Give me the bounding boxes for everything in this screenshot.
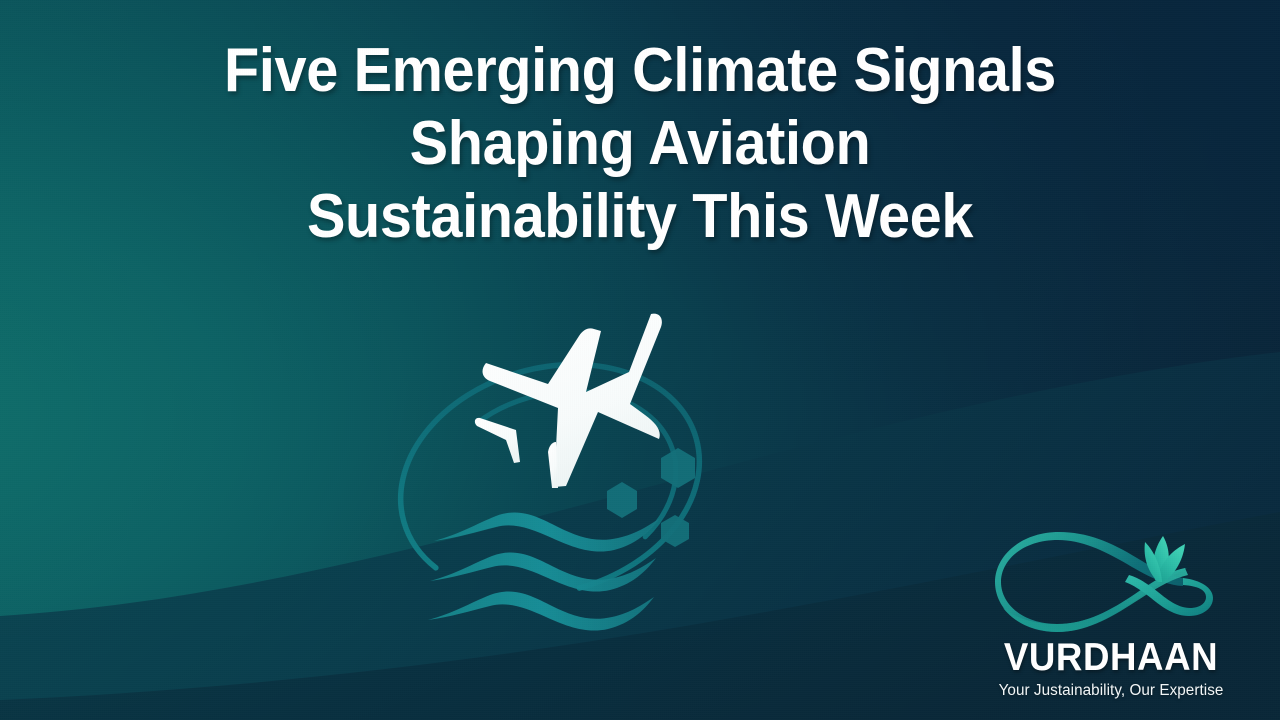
wave-line-3 — [428, 591, 654, 631]
brand-logo: VURDHAAN Your Justainability, Our Expert… — [995, 528, 1227, 708]
leaf-icon-2 — [1157, 544, 1185, 583]
leaf-icon-group — [1144, 536, 1185, 583]
hexagon-group — [607, 448, 695, 547]
vurdhaan-infinity-leaf-logo — [995, 528, 1227, 636]
wave-line-1 — [434, 512, 660, 552]
wave-lines — [428, 512, 660, 631]
logo-tagline: Your Justainability, Our Expertise — [998, 682, 1224, 699]
wave-band-lower — [0, 512, 1280, 720]
hexagon-icon-3 — [661, 515, 689, 547]
wave-line-2 — [430, 552, 656, 592]
hexagon-icon-2 — [607, 482, 637, 518]
logo-wordmark: VURDHAAN — [1003, 636, 1219, 679]
airplane-over-waves-illustration — [330, 300, 770, 650]
page-title: Five Emerging Climate Signals Shaping Av… — [224, 36, 1056, 252]
hexagon-icon-1 — [661, 448, 695, 488]
airplane-icon — [474, 313, 662, 488]
leaf-icon-3 — [1144, 542, 1162, 582]
